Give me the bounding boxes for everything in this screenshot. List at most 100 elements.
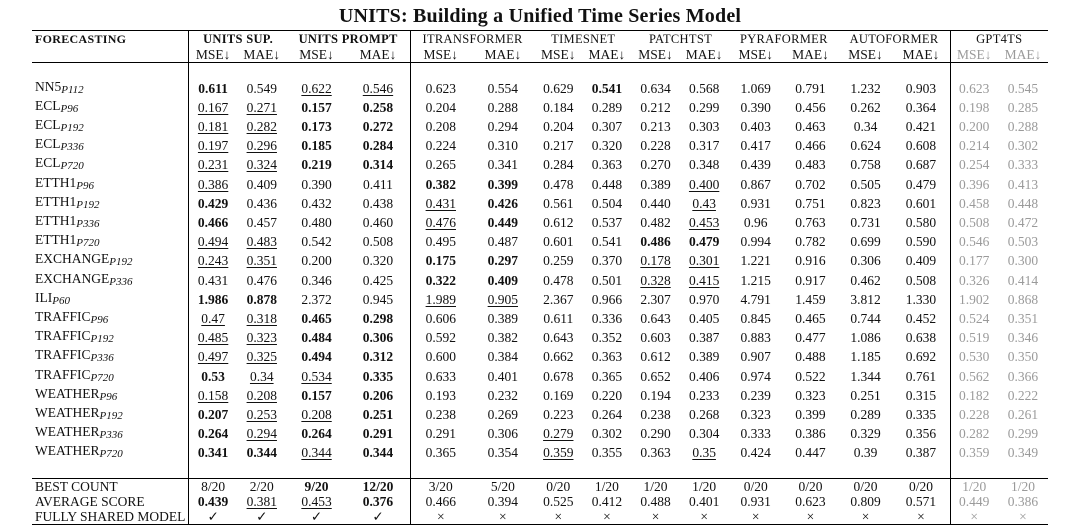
value-cell: 0.546 [346,79,410,98]
value-cell: 1.069 [729,79,782,98]
value-cell: 0.304 [679,424,729,443]
value-cell: 0.284 [346,136,410,155]
value-cell: 0.254 [949,155,998,175]
value-text: 0.472 [1007,215,1039,231]
value-text: × [806,509,815,525]
value-text: 0.329 [850,426,881,442]
value-cell: 0.382 [409,174,472,194]
horizon-subscript: P192 [76,198,100,211]
value-text: 0.35 [692,445,716,461]
value-cell: 0.382 [471,328,535,347]
value-cell: 0.608 [892,136,950,155]
value-text: 2.372 [301,291,332,307]
metric-header-mae: MAE↓ [484,47,522,63]
dataset-label: ETTH1P96 [32,175,189,194]
value-cell: ✓ [237,509,287,525]
value-cell: 0.264 [188,424,237,444]
value-cell: 0.261 [998,405,1048,424]
value-text: 0.421 [905,119,937,134]
value-cell: 0.439 [729,155,782,174]
value-text: 0.290 [640,426,671,442]
value-cell: 0.335 [892,405,950,424]
value-text: 0.438 [362,195,394,211]
value-cell: 0.466 [188,213,237,233]
value-text: 0.264 [591,407,623,423]
value-text: 0.522 [795,368,826,384]
dataset-label: WEATHERP720 [32,443,189,462]
value-text: 0.269 [487,407,519,423]
value-text: 0.462 [850,272,881,288]
value-cell: 0.524 [949,309,998,329]
value-text: 0.611 [543,311,574,327]
value-cell: 0.497 [188,347,237,367]
value-text: 0.217 [543,138,574,154]
value-text: 0.262 [850,99,881,115]
value-cell: 0.301 [679,251,729,270]
value-cell: 0.692 [892,347,950,366]
value-text: 0.359 [543,445,574,461]
value-cell: 0.390 [729,98,782,117]
value-text: × [603,509,611,525]
value-text: 0.606 [425,311,456,327]
value-text: 0.232 [487,387,519,403]
value-text: 0.251 [850,387,881,403]
value-text: 0.224 [425,138,456,154]
value-cell: 0.299 [998,424,1048,443]
value-text: 0.907 [740,349,771,365]
value-cell: 0.452 [892,309,950,328]
table-row: ECLP192 0.181 0.282 0.173 0.272 0.208 0.294 0.2… [32,117,1048,137]
value-text: 0.251 [362,407,394,423]
value-text: 0.336 [591,311,623,327]
value-cell: 0.387 [679,328,729,347]
metric-header-mse: MSE↓ [738,47,773,63]
value-cell: 1/20 [679,478,729,494]
value-text: 0.212 [640,99,671,115]
value-text: 0.341 [197,445,229,461]
value-text: 0.233 [688,387,720,403]
value-text: 0.622 [301,80,332,96]
value-text: 0.181 [197,119,229,134]
value-text: 0.590 [905,234,937,250]
value-text: 0.39 [853,445,878,461]
value-cell: 0.53 [188,366,237,386]
value-cell: 0.483 [782,155,838,174]
metric-header-mse: MSE↓ [299,47,334,63]
value-text: 0.333 [740,426,771,442]
metric-header-mse: MSE↓ [541,47,576,63]
value-cell: 0.409 [892,251,950,270]
value-cell: 0.424 [729,443,782,462]
value-cell: 0.217 [535,136,582,155]
value-cell: 0.508 [892,271,950,290]
value-text: 0.458 [959,195,990,211]
value-cell: 0.228 [949,405,998,425]
value-cell: 0.238 [409,405,472,425]
value-cell: 0.264 [582,405,632,424]
value-cell: 0.354 [471,443,535,462]
metric-header-mae: MAE↓ [1004,47,1042,63]
value-text: 0.96 [743,215,768,231]
value-cell: 0.306 [471,424,535,443]
value-text: 0.389 [640,176,671,192]
value-text: 0.299 [688,99,720,115]
value-text: 0.612 [543,215,574,231]
dataset-label: ECLP96 [32,98,189,117]
value-cell: 0.744 [839,309,893,328]
value-cell: 0.463 [782,117,838,136]
value-cell: 0.329 [839,424,893,443]
value-text: 0.966 [591,291,623,307]
value-text: 0.678 [543,368,574,384]
value-text: 1/20 [692,478,717,494]
value-text: 0.478 [543,176,574,192]
value-text: 0.456 [795,99,826,115]
value-text: 5/20 [490,478,515,494]
dataset-label: ETTH1P720 [32,232,189,251]
value-cell: 0.365 [409,443,472,463]
value-cell: 3.812 [839,290,893,309]
value-text: 0.702 [795,176,826,192]
value-text: 0.431 [197,272,229,288]
value-cell: 12/20 [346,478,410,494]
value-cell: 0.197 [188,136,237,156]
dataset-label: TRAFFICP192 [32,328,189,347]
value-text: 0.463 [795,119,826,134]
value-cell: 0.546 [949,232,998,252]
